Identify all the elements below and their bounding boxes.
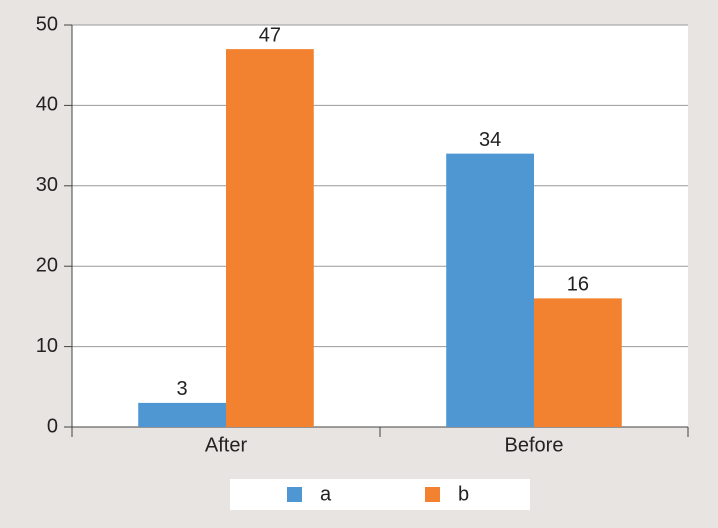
data-label: 16 xyxy=(567,274,589,296)
y-tick-label: 10 xyxy=(36,335,58,357)
y-tick-label: 20 xyxy=(36,254,58,276)
data-label: 3 xyxy=(177,378,188,400)
y-tick-label: 0 xyxy=(47,415,58,437)
legend-label: a xyxy=(320,483,332,505)
legend-swatch xyxy=(287,487,302,502)
data-label: 47 xyxy=(259,24,281,46)
x-tick-label: After xyxy=(205,434,248,456)
y-tick-label: 50 xyxy=(36,13,58,35)
bar xyxy=(534,298,622,427)
bar xyxy=(226,49,314,428)
legend-label: b xyxy=(458,483,469,505)
legend-swatch xyxy=(425,487,440,502)
y-tick-label: 40 xyxy=(36,94,58,116)
bar xyxy=(446,153,534,427)
data-label: 34 xyxy=(479,129,501,151)
legend xyxy=(230,479,530,510)
bar xyxy=(138,402,226,427)
x-tick-label: Before xyxy=(505,434,564,456)
y-tick-label: 30 xyxy=(36,174,58,196)
